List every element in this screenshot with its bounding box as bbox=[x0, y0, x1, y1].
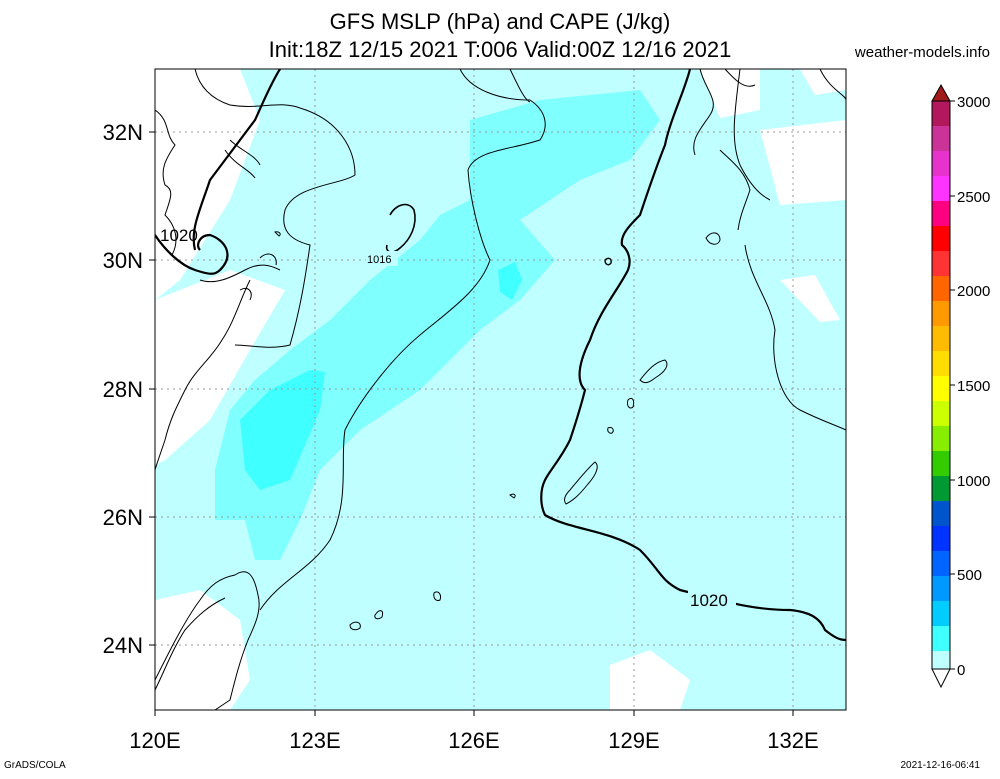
isobar-label-1020-west: 1020 bbox=[160, 226, 198, 245]
chart-title: GFS MSLP (hPa) and CAPE (J/kg) bbox=[329, 9, 671, 34]
isobar-label-1016: 1016 bbox=[367, 254, 391, 266]
colorbar-label-1500: 1500 bbox=[957, 378, 990, 395]
isobar-label-1020-east: 1020 bbox=[690, 591, 728, 610]
lon-label-126e: 126E bbox=[448, 728, 499, 753]
contours bbox=[155, 69, 846, 710]
lat-label-30n: 30N bbox=[103, 248, 143, 273]
footer-software: GrADS/COLA bbox=[4, 760, 66, 771]
cape-shading bbox=[155, 69, 846, 710]
lat-label-26n: 26N bbox=[103, 505, 143, 530]
colorbar-label-1000: 1000 bbox=[957, 473, 990, 490]
lon-label-129e: 129E bbox=[608, 728, 659, 753]
colorbar-label-2500: 2500 bbox=[957, 189, 990, 206]
colorbar-label-0: 0 bbox=[957, 662, 965, 679]
colorbar-label-500: 500 bbox=[957, 567, 982, 584]
lon-label-132e: 132E bbox=[767, 728, 818, 753]
lat-label-24n: 24N bbox=[103, 633, 143, 658]
footer-timestamp: 2021-12-16-06:41 bbox=[900, 760, 980, 771]
colorbar-label-3000: 3000 bbox=[957, 94, 990, 111]
site-credit: weather-models.info bbox=[854, 44, 990, 61]
colorbar: 3000 2500 2000 1500 1000 500 0 bbox=[931, 83, 990, 689]
chart-subtitle: Init:18Z 12/15 2021 T:006 Valid:00Z 12/1… bbox=[268, 37, 732, 62]
lon-label-120e: 120E bbox=[129, 728, 180, 753]
lat-label-32n: 32N bbox=[103, 120, 143, 145]
colorbar-label-2000: 2000 bbox=[957, 283, 990, 300]
lon-label-123e: 123E bbox=[289, 728, 340, 753]
axis-ticks bbox=[149, 131, 794, 716]
grid-lines bbox=[155, 69, 846, 710]
lat-label-28n: 28N bbox=[103, 377, 143, 402]
